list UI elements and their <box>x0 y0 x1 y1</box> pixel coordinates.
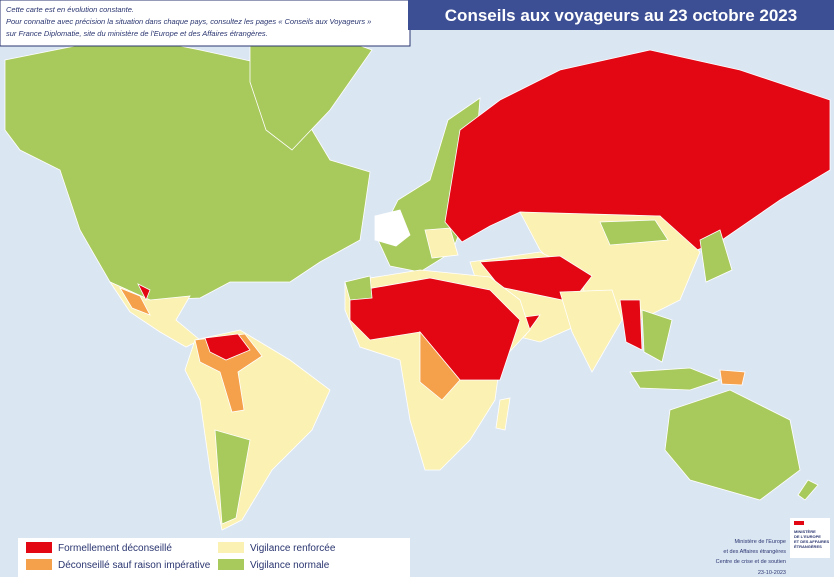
legend-label: Formellement déconseillé <box>58 543 172 554</box>
footer-text: Centre de crise et de soutien <box>716 559 786 565</box>
note-box <box>0 0 411 47</box>
sahel <box>349 277 521 381</box>
title-box <box>408 0 834 30</box>
legend-swatch <box>26 542 52 553</box>
legend: Formellement déconseillé Déconseillé sauf… <box>26 542 336 571</box>
footer-text: et des Affaires étrangères <box>723 549 786 555</box>
legend-swatch <box>26 559 52 570</box>
venezuela <box>204 333 251 361</box>
central-africa <box>419 330 461 401</box>
legend-label: Déconseillé sauf raison impérative <box>58 560 211 571</box>
note-line: Pour connaître avec précision la situati… <box>6 17 371 26</box>
legend-swatch <box>218 559 244 570</box>
argentina <box>214 429 251 525</box>
new-zealand <box>797 479 819 501</box>
madagascar <box>495 397 511 431</box>
andes-zone <box>194 333 263 413</box>
myanmar <box>619 299 643 351</box>
papua <box>719 369 746 386</box>
france <box>374 209 411 247</box>
footer: Ministère de l'Europe et des Affaires étr… <box>716 539 787 576</box>
indonesia <box>629 367 722 391</box>
india <box>559 289 623 373</box>
australia <box>664 389 801 501</box>
legend-box <box>18 538 410 577</box>
balkans <box>424 227 459 259</box>
footer-text: 23-10-2023 <box>758 570 786 576</box>
title: Conseils aux voyageurs au 23 octobre 202… <box>445 6 797 25</box>
legend-label: Vigilance normale <box>250 560 330 571</box>
mexico-north <box>137 283 151 301</box>
logo-text: MINISTÈRE <box>794 529 816 534</box>
logo-text: ÉTRANGÈRES <box>794 544 822 549</box>
russia <box>444 49 831 253</box>
mongolia <box>599 219 669 246</box>
morocco <box>344 275 373 301</box>
southeast-asia <box>641 309 673 363</box>
logo-flag <box>794 521 804 525</box>
footer-text: Ministère de l'Europe <box>735 539 787 545</box>
note-line: Cette carte est en évolution constante. <box>6 5 134 14</box>
legend-label: Vigilance renforcée <box>250 543 336 554</box>
legend-swatch <box>218 542 244 553</box>
land <box>4 34 831 531</box>
mexico-zone <box>119 287 151 316</box>
note-line: sur France Diplomatie, site du ministère… <box>6 29 268 38</box>
logo-text: ET DES AFFAIRES <box>794 539 830 544</box>
japan <box>699 229 733 283</box>
logo-text: DE L'EUROPE <box>794 534 821 539</box>
